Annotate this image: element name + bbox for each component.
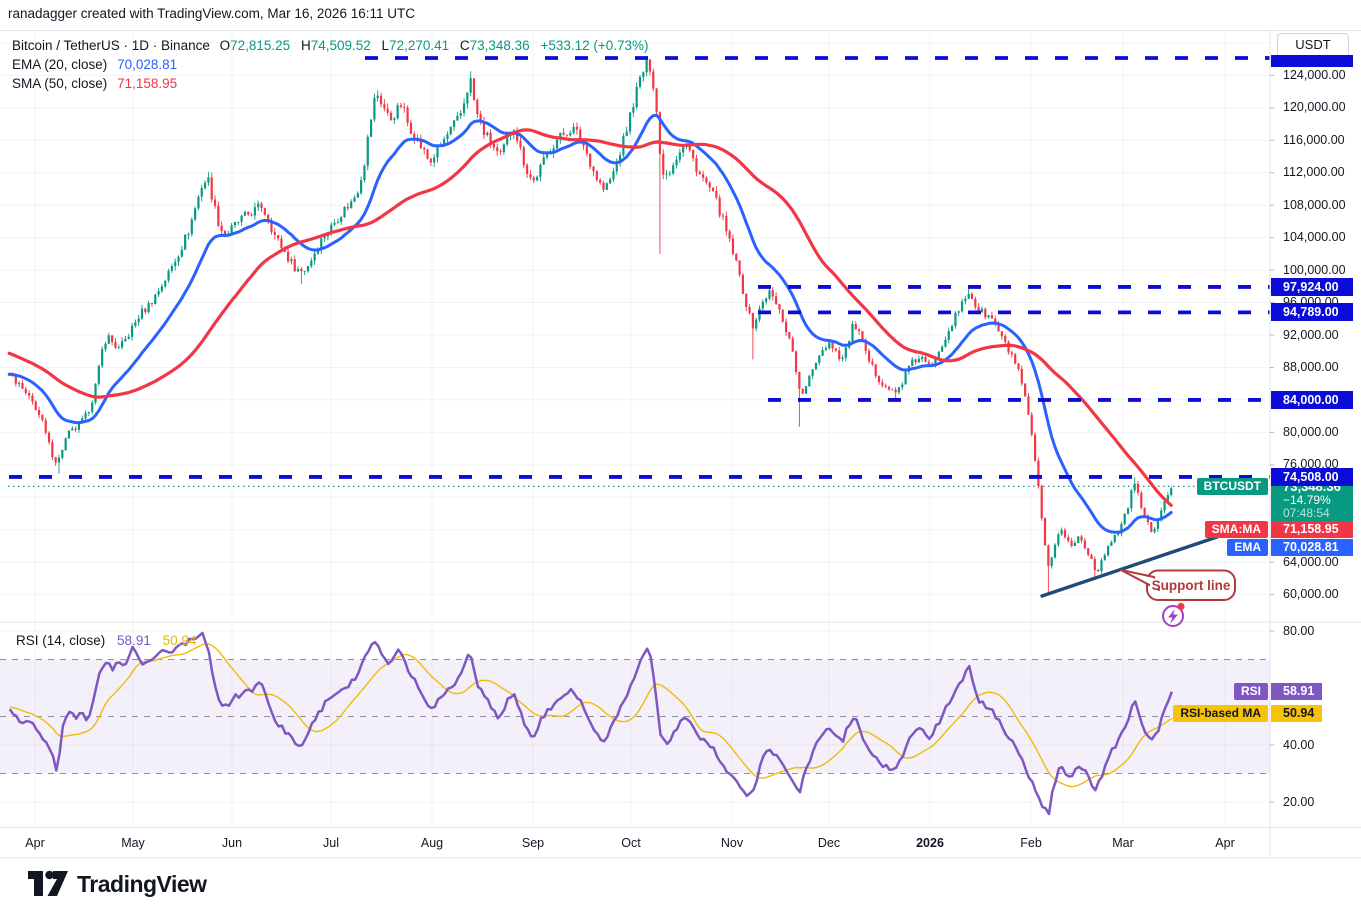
rsi-axis-tick[interactable]: 80.00 [1283, 623, 1315, 638]
time-axis-tick[interactable]: Apr [25, 836, 45, 850]
rsi-value: 58.91 [117, 633, 151, 648]
rsi-axis-tick[interactable]: 20.00 [1283, 794, 1315, 809]
price-axis-tick[interactable]: 104,000.00 [1283, 230, 1346, 245]
rsi-pane-lines [8, 631, 1173, 816]
time-axis-tick[interactable]: Apr [1215, 836, 1235, 850]
price-axis-tick[interactable]: 124,000.00 [1283, 67, 1346, 82]
price-axis-tick[interactable]: 80,000.00 [1283, 424, 1339, 439]
candle-bodies-down [8, 59, 1153, 572]
support-callout-shape[interactable] [1120, 569, 1236, 601]
level-price-label: 97,924.00 [1271, 277, 1353, 296]
low-label: L [381, 38, 390, 53]
price-axis-tick[interactable]: 60,000.00 [1283, 587, 1339, 602]
bar-countdown: 07:48:54 [1283, 506, 1330, 520]
rsi-ma-value: 50.94 [162, 633, 197, 648]
price-axis-tick[interactable]: 112,000.00 [1283, 165, 1345, 180]
level-price-label: 94,789.00 [1271, 303, 1353, 322]
flash-idea-icon[interactable] [1162, 602, 1185, 627]
price-axis-tick[interactable]: 88,000.00 [1283, 359, 1339, 374]
price-axis-tick[interactable]: 76,000.00 [1283, 457, 1339, 472]
support-trendline[interactable] [1040, 535, 1219, 598]
sma-value: 71,158.95 [117, 76, 178, 91]
close-label: C [459, 38, 470, 53]
time-axis-tick[interactable]: 2026 [916, 836, 944, 850]
rsi-legend[interactable]: RSI (14, close) 58.91 50.94 [16, 633, 196, 648]
ema-label: EMA (20, close) [12, 57, 108, 72]
ema-value: 70,028.81 [117, 57, 178, 72]
rsi-line[interactable] [8, 631, 1173, 816]
candle-bodies-up [18, 59, 1173, 572]
last-price-change: −14.79% [1283, 493, 1331, 507]
pane-separators [0, 30, 1361, 859]
time-axis-tick[interactable]: May [121, 836, 145, 850]
legend[interactable]: Bitcoin / TetherUS · 1D · Binance O72,81… [12, 36, 656, 93]
sma-line[interactable] [7, 128, 1173, 507]
sma-tag: SMA:MA [1204, 520, 1268, 538]
time-axis-tick[interactable]: Mar [1112, 836, 1134, 850]
symbol-price-tag: BTCUSDT [1196, 477, 1268, 495]
price-axis-tick[interactable]: 120,000.00 [1283, 100, 1346, 115]
rsi-ma-axis-value: 50.94 [1271, 705, 1322, 723]
lightning-bolt-icon [1168, 609, 1178, 624]
rsi-axis-value: 58.91 [1271, 682, 1322, 700]
ema-axis-value: 70,028.81 [1271, 538, 1353, 556]
time-axis-tick[interactable]: Aug [420, 836, 444, 850]
time-axis-tick[interactable]: Jun [221, 836, 243, 850]
time-axis-tick[interactable]: Nov [720, 836, 744, 850]
symbol-title: Bitcoin / TetherUS · 1D · Binance [12, 38, 210, 53]
rsi-axis-tick[interactable]: 40.00 [1283, 737, 1315, 752]
time-axis-tick[interactable]: Feb [1020, 836, 1042, 850]
ema-legend-row[interactable]: EMA (20, close) 70,028.81 [12, 55, 656, 74]
close-value: 73,348.36 [469, 38, 530, 53]
rsi-label: RSI (14, close) [16, 633, 106, 648]
time-axis-tick[interactable]: Sep [521, 836, 545, 850]
time-axis-tick[interactable]: Dec [817, 836, 841, 850]
price-levels [9, 56, 1270, 479]
price-axis-tick[interactable]: 116,000.00 [1283, 132, 1345, 147]
ema-line[interactable] [7, 113, 1173, 534]
time-axis-tick[interactable]: Jul [323, 836, 339, 850]
rsi-ma-tag: RSI-based MA [1173, 705, 1268, 723]
gridlines [0, 31, 1270, 827]
currency-toggle-button[interactable]: USDT [1277, 33, 1349, 57]
price-axis-tick[interactable]: 100,000.00 [1283, 262, 1346, 277]
change-value: +533.12 (+0.73%) [540, 38, 649, 53]
tradingview-logo-icon [28, 870, 68, 896]
open-label: O [219, 38, 231, 53]
sma-legend-row[interactable]: SMA (50, close) 71,158.95 [12, 74, 656, 93]
open-value: 72,815.25 [230, 38, 291, 53]
moving-averages [7, 113, 1173, 534]
attribution-text: ranadagger created with TradingView.com,… [8, 6, 415, 21]
rsi-tag: RSI [1233, 682, 1268, 700]
last-price-axis-label: 73,348.36 −14.79% 07:48:54 [1271, 477, 1353, 523]
time-axis-tick[interactable]: Oct [621, 836, 641, 850]
high-value: 74,509.52 [310, 38, 371, 53]
price-axis-tick[interactable]: 108,000.00 [1283, 197, 1346, 212]
high-label: H [300, 38, 311, 53]
price-label-cutoff [1271, 55, 1353, 67]
price-axis-tick[interactable]: 92,000.00 [1283, 327, 1339, 342]
candle-wicks-up [18, 57, 1172, 574]
tradingview-logo-text: TradingView [77, 870, 207, 897]
ema-tag: EMA [1227, 538, 1268, 556]
price-axis-tick[interactable]: 64,000.00 [1283, 554, 1339, 569]
callout-bubble [1146, 569, 1236, 601]
tradingview-logo[interactable]: TradingView [27, 869, 207, 899]
support-trendline-group [1040, 535, 1219, 598]
sma-label: SMA (50, close) [12, 76, 108, 91]
level-price-label: 84,000.00 [1271, 390, 1353, 409]
sma-axis-value: 71,158.95 [1271, 520, 1353, 538]
low-value: 72,270.41 [389, 38, 450, 53]
support-line-callout[interactable]: Support line [1151, 578, 1231, 593]
symbol-legend-row[interactable]: Bitcoin / TetherUS · 1D · Binance O72,81… [12, 36, 656, 55]
notification-dot [1177, 602, 1185, 611]
level-price-label: 74,508.00 [1271, 467, 1353, 486]
